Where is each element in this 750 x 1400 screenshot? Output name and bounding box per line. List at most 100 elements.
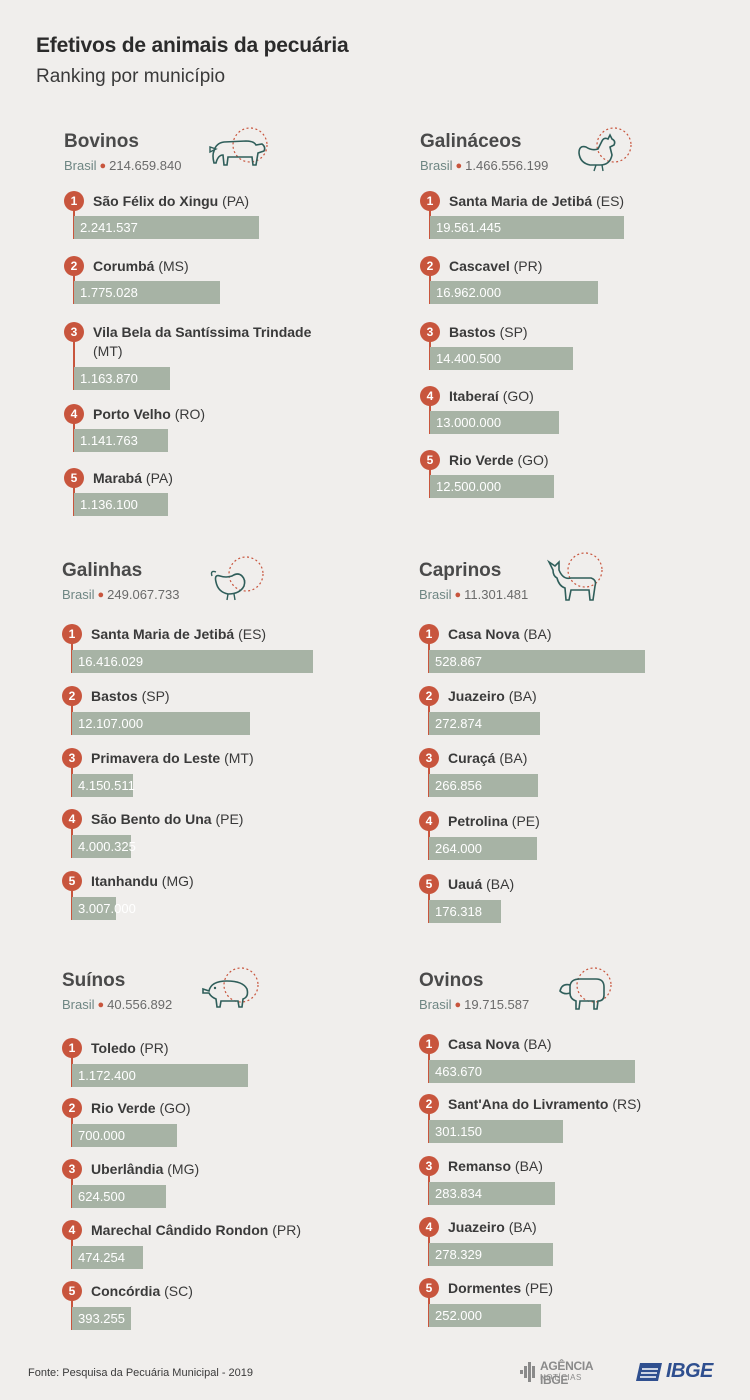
municipality-name: Casa Nova [448, 626, 520, 642]
municipality-label: Rio Verde (GO) [449, 451, 679, 470]
page-subtitle: Ranking por município [36, 66, 226, 87]
ranking-item: 1 Toledo (PR) 1.172.400 [62, 1038, 382, 1087]
rank-badge: 2 [62, 686, 82, 706]
ranking-item: 1 Casa Nova (BA) 528.867 [419, 624, 739, 673]
bar-value-label: 1.775.028 [80, 285, 138, 300]
bar-value-label: 283.834 [435, 1186, 482, 1201]
bar-value-label: 393.255 [78, 1311, 125, 1326]
municipality-label: Santa Maria de Jetibá (ES) [91, 625, 321, 644]
municipality-name: São Félix do Xingu [93, 193, 219, 209]
state-code: (MG) [161, 873, 194, 889]
state-code: (BA) [514, 1158, 543, 1174]
ranking-item: 3 Vila Bela da Santíssima Trindade (MT) 1.… [64, 322, 384, 390]
municipality-name: Porto Velho [93, 406, 171, 422]
municipality-label: Marabá (PA) [93, 469, 323, 488]
rank-badge: 5 [420, 450, 440, 470]
value-bar: 12.500.000 [430, 475, 554, 498]
ibge-logo-text: IBGE [666, 1360, 713, 1382]
rank-badge: 5 [419, 874, 439, 894]
ranking-item: 2 Corumbá (MS) 1.775.028 [64, 256, 384, 304]
bar-value-label: 463.670 [435, 1064, 482, 1079]
ranking-item: 4 Petrolina (PE) 264.000 [419, 811, 739, 860]
municipality-name: Rio Verde [91, 1100, 156, 1116]
separator-dot-icon: ● [455, 160, 463, 172]
municipality-name: Dormentes [448, 1280, 522, 1296]
value-bar: 1.136.100 [74, 493, 168, 516]
value-bar: 176.318 [429, 900, 501, 923]
brasil-label: Brasil [64, 158, 97, 173]
state-code: (BA) [523, 1036, 552, 1052]
ranking-item: 3 Uberlândia (MG) 624.500 [62, 1159, 382, 1208]
value-bar: 264.000 [429, 837, 537, 860]
rank-badge: 1 [419, 1034, 439, 1054]
rank-badge: 1 [64, 191, 84, 211]
panel-3: Caprinos Brasil ● 11.301.481 1 Casa Nova (BA)… [419, 552, 739, 960]
value-bar: 14.400.500 [430, 347, 573, 370]
state-code: (ES) [596, 193, 625, 209]
municipality-name: Petrolina [448, 813, 508, 829]
value-bar: 272.874 [429, 712, 540, 735]
ranking-item: 5 Marabá (PA) 1.136.100 [64, 468, 384, 516]
municipality-label: Rio Verde (GO) [91, 1099, 321, 1118]
municipality-name: São Bento do Una [91, 811, 212, 827]
brasil-value: 40.556.892 [107, 997, 173, 1012]
state-code: (BA) [499, 750, 528, 766]
municipality-label: Bastos (SP) [449, 323, 679, 342]
municipality-name: Itanhandu [91, 873, 158, 889]
brasil-label: Brasil [420, 158, 453, 173]
municipality-name: Bastos [91, 688, 138, 704]
value-bar: 301.150 [429, 1120, 563, 1143]
bar-value-label: 301.150 [435, 1124, 482, 1139]
bar-value-label: 12.107.000 [78, 716, 144, 731]
brasil-total: Brasil ● 214.659.840 [64, 158, 181, 173]
value-bar: 266.856 [429, 774, 538, 797]
ranking-item: 3 Remanso (BA) 283.834 [419, 1156, 739, 1205]
municipality-name: Marechal Cândido Rondon [91, 1222, 269, 1238]
municipality-label: Juazeiro (BA) [448, 687, 678, 706]
state-code: (MT) [224, 750, 254, 766]
municipality-label: Porto Velho (RO) [93, 405, 323, 424]
ranking-item: 3 Curaçá (BA) 266.856 [419, 748, 739, 797]
agencia-logo-line1: AGÊNCIA IBGE [540, 1359, 593, 1387]
bar-value-label: 4.150.511 [78, 778, 135, 793]
ranking-item: 5 Uauá (BA) 176.318 [419, 874, 739, 923]
value-bar: 16.962.000 [430, 281, 598, 304]
rank-badge: 3 [419, 748, 439, 768]
state-code: (GO) [502, 388, 534, 404]
municipality-label: Itanhandu (MG) [91, 872, 321, 891]
ranking-item: 2 Cascavel (PR) 16.962.000 [420, 256, 740, 304]
panel-5: Ovinos Brasil ● 19.715.587 1 Casa Nova (BA) 46… [419, 967, 739, 1370]
municipality-label: Vila Bela da Santíssima Trindade (MT) [93, 323, 323, 361]
rank-badge: 5 [64, 468, 84, 488]
municipality-name: Santa Maria de Jetibá [91, 626, 235, 642]
agencia-logo-icon [520, 1362, 535, 1382]
bar-value-label: 176.318 [435, 904, 482, 919]
rank-badge: 2 [419, 686, 439, 706]
municipality-name: Casa Nova [448, 1036, 520, 1052]
municipality-label: Concórdia (SC) [91, 1282, 321, 1301]
bar-value-label: 16.416.029 [78, 654, 144, 669]
rank-badge: 1 [419, 624, 439, 644]
value-bar: 283.834 [429, 1182, 555, 1205]
value-bar: 1.775.028 [74, 281, 220, 304]
bar-value-label: 624.500 [78, 1189, 125, 1204]
bar-value-label: 1.136.100 [80, 497, 138, 512]
value-bar: 4.000.325 [72, 835, 136, 858]
brasil-label: Brasil [62, 997, 95, 1012]
rank-badge: 4 [420, 386, 440, 406]
municipality-label: Cascavel (PR) [449, 257, 679, 276]
municipality-label: Petrolina (PE) [448, 812, 678, 831]
source-footer: Fonte: Pesquisa da Pecuária Municipal - … [28, 1367, 254, 1379]
bar-value-label: 14.400.500 [436, 351, 502, 366]
ranking-item: 4 Marechal Cândido Rondon (PR) 474.254 [62, 1220, 382, 1269]
panel-title: Suínos [62, 970, 126, 991]
bar-value-label: 252.000 [435, 1308, 482, 1323]
municipality-label: Bastos (SP) [91, 687, 321, 706]
brasil-total: Brasil ● 40.556.892 [62, 997, 172, 1012]
bar-value-label: 700.000 [78, 1128, 125, 1143]
value-bar: 1.163.870 [74, 367, 170, 390]
cow-icon [206, 125, 272, 179]
state-code: (PE) [215, 811, 244, 827]
ranking-item: 1 Santa Maria de Jetibá (ES) 16.416.029 [62, 624, 382, 673]
value-bar: 528.867 [429, 650, 645, 673]
